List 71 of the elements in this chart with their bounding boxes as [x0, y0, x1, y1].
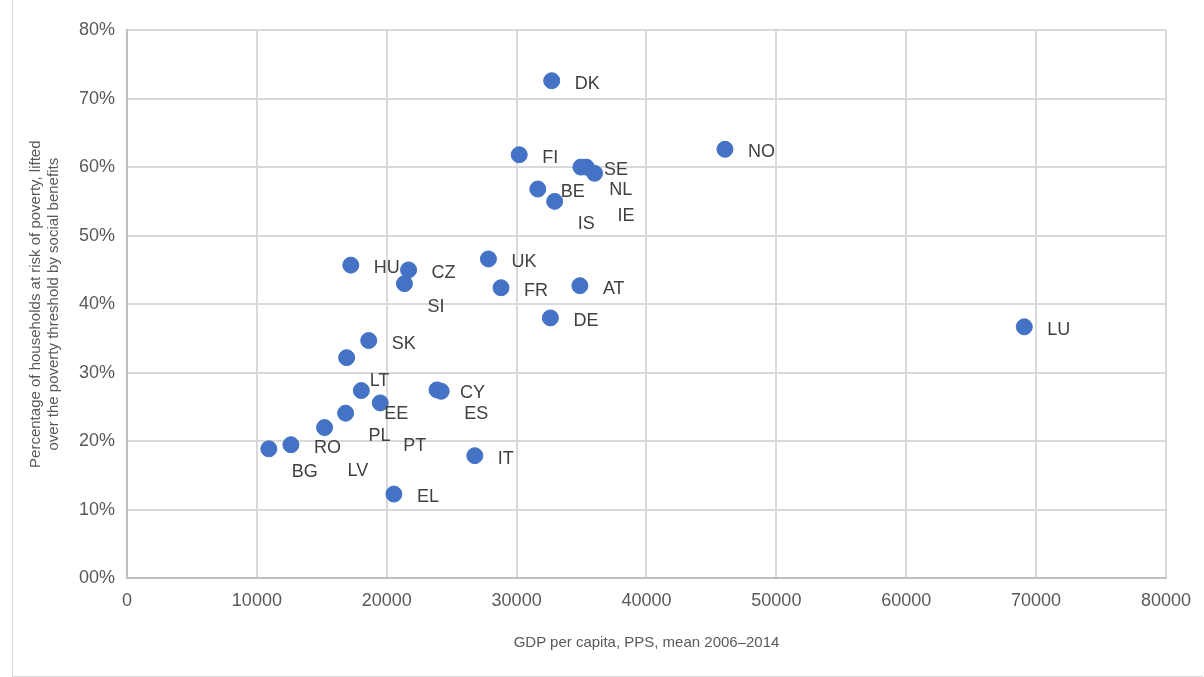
point: [260, 440, 278, 458]
annotation: CZ: [431, 261, 456, 282]
annotation: PT: [403, 434, 427, 455]
annotation: IS: [577, 213, 595, 234]
annotation: SI: [427, 295, 445, 316]
point: [586, 164, 604, 182]
annotation: LT: [369, 369, 390, 390]
annotation: FI: [542, 146, 559, 167]
point: [395, 275, 413, 293]
point: [571, 277, 589, 295]
annotation: SE: [603, 159, 628, 180]
annotation: RO: [313, 436, 341, 457]
annotation: UK: [511, 250, 537, 271]
point: [479, 250, 497, 268]
annotation: EL: [416, 486, 439, 507]
annotation: LV: [347, 459, 369, 480]
annotation: BG: [291, 460, 318, 481]
annotation: SK: [391, 332, 416, 353]
point: [541, 309, 559, 327]
y-tick-label: 30%: [79, 361, 116, 382]
annotation: CY: [460, 381, 486, 402]
annotation: ES: [464, 403, 489, 424]
y-axis-title: Percentage of households at risk of poverty, lifted over the poverty threshold by social benefits: [26, 140, 62, 468]
annotation: EE: [384, 402, 409, 423]
annotation: HU: [373, 257, 400, 278]
x-tick-label: 0: [122, 590, 133, 611]
point: [360, 332, 378, 350]
annotation: DE: [573, 309, 599, 330]
point: [400, 261, 418, 279]
point: [316, 419, 334, 437]
x-tick-label: 20000: [361, 590, 412, 611]
point: [282, 436, 300, 454]
annotation: PL: [368, 425, 391, 446]
y-tick-label: 40%: [79, 293, 116, 314]
annotation: AT: [602, 277, 625, 298]
x-tick-label: 70000: [1011, 590, 1062, 611]
annotation: NL: [609, 179, 633, 200]
y-tick-label: 10%: [79, 498, 116, 519]
annotation: IT: [497, 447, 514, 468]
point: [1015, 318, 1033, 336]
y-tick-label: 20%: [79, 430, 116, 451]
point: [342, 256, 360, 274]
point: [338, 349, 356, 367]
x-tick-label: 80000: [1140, 590, 1191, 611]
point: [337, 404, 355, 422]
point: [510, 146, 528, 164]
point: [529, 180, 547, 198]
point: [492, 279, 510, 297]
x-tick-label: 60000: [881, 590, 932, 611]
y-tick-label: 60%: [79, 156, 116, 177]
y-tick-label: 80%: [79, 18, 116, 39]
y-tick-label: 70%: [79, 87, 116, 108]
x-tick-label: 30000: [491, 590, 542, 611]
point: [546, 192, 564, 210]
y-tick-label: 00%: [79, 567, 116, 588]
x-tick-label: 40000: [621, 590, 672, 611]
point: [543, 72, 561, 90]
annotation: DK: [574, 72, 600, 93]
x-tick-label: 10000: [231, 590, 282, 611]
annotation: LU: [1047, 318, 1071, 339]
annotation: IE: [617, 205, 635, 226]
y-tick-label: 50%: [79, 224, 116, 245]
point: [352, 382, 370, 400]
x-tick-label: 50000: [751, 590, 802, 611]
point: [385, 485, 403, 503]
point: [466, 447, 484, 465]
point: [716, 140, 734, 158]
x-axis-title: GDP per capita, PPS, mean 2006–2014: [513, 633, 780, 651]
annotation: BE: [560, 181, 585, 201]
annotation: NO: [747, 141, 775, 162]
annotation: FR: [524, 279, 549, 300]
